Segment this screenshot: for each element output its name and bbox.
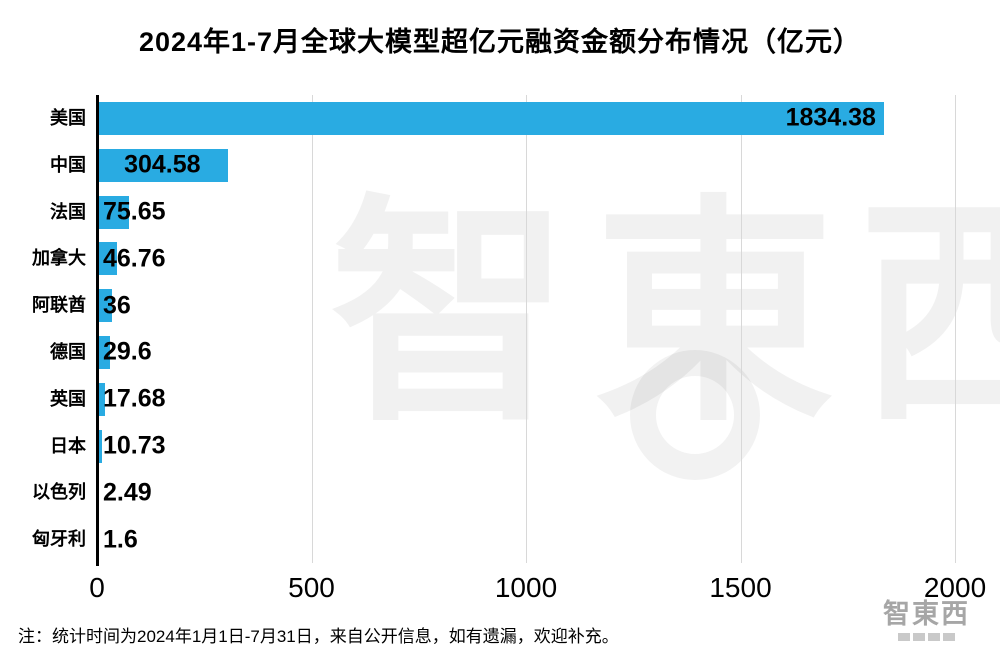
corner-logo-text: 智東西 xyxy=(883,599,970,629)
value-label: 75.65 xyxy=(103,197,166,226)
value-label: 10.73 xyxy=(103,431,166,460)
category-label: 美国 xyxy=(50,108,86,128)
corner-logo-subtext-decoration xyxy=(883,633,970,641)
category-labels: 美国中国法国加拿大阿联酋德国英国日本以色列匈牙利 xyxy=(0,95,88,563)
x-tick-label: 2000 xyxy=(923,572,987,603)
corner-logo: 智東西 xyxy=(883,592,970,641)
value-label: 36 xyxy=(103,291,131,320)
bar xyxy=(97,429,102,463)
x-tick-label: 0 xyxy=(89,572,105,603)
bar xyxy=(97,242,118,276)
value-label: 29.6 xyxy=(103,337,152,366)
chart-title: 2024年1-7月全球大模型超亿元融资金额分布情况（亿元） xyxy=(138,27,862,57)
bar xyxy=(97,101,884,135)
x-tick-label: 500 xyxy=(288,572,335,603)
category-label: 阿联酋 xyxy=(32,295,86,316)
bar xyxy=(97,335,110,369)
category-label: 加拿大 xyxy=(32,248,86,269)
value-label: 17.68 xyxy=(103,384,166,413)
gridline xyxy=(955,95,956,563)
footnote: 注：统计时间为2024年1月1日-7月31日，来自公开信息，如有遗漏，欢迎补充。 xyxy=(18,627,619,646)
value-label: 2.49 xyxy=(103,478,152,507)
gridline xyxy=(740,95,742,563)
value-label: 46.76 xyxy=(103,244,166,273)
category-label: 法国 xyxy=(50,201,86,222)
bar xyxy=(97,289,113,323)
value-label: 1834.38 xyxy=(785,103,876,132)
gridline xyxy=(526,95,527,563)
category-label: 以色列 xyxy=(32,482,86,503)
bar xyxy=(97,195,130,229)
value-label: 304.58 xyxy=(124,150,201,179)
plot-area: 1834.38 304.58 75.65 46.76 36 29.6 17.68 10.73 2… xyxy=(97,95,956,563)
x-tick-label: 1000 xyxy=(494,572,558,603)
x-tick-label: 1500 xyxy=(709,572,772,603)
bar xyxy=(97,148,228,182)
category-label: 匈牙利 xyxy=(32,529,86,550)
category-label: 德国 xyxy=(50,342,86,362)
category-label: 英国 xyxy=(50,388,86,409)
value-label: 1.6 xyxy=(103,525,138,554)
category-label: 日本 xyxy=(50,435,86,456)
bar xyxy=(97,382,105,416)
x-axis-ticks: 0 500 1000 1500 2000 xyxy=(89,572,986,612)
gridline xyxy=(311,95,313,563)
y-axis-line xyxy=(96,95,99,566)
category-label: 中国 xyxy=(50,154,86,175)
